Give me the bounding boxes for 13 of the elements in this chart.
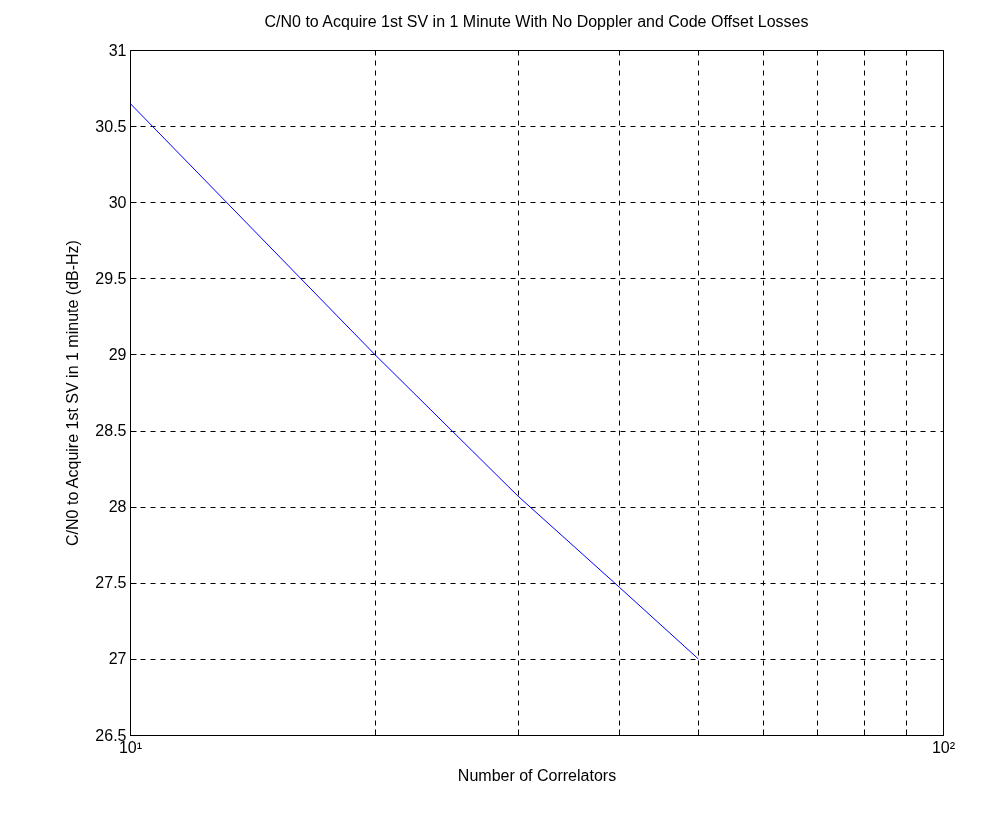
y-tick-label: 29 [108,345,127,363]
y-tick-label: 30 [108,193,127,211]
y-tick-label: 30.5 [95,117,127,135]
y-tick-label: 27.5 [95,574,127,592]
y-tick-label: 28 [108,498,127,516]
y-tick-label: 29.5 [95,269,127,287]
y-tick-label: 31 [108,41,127,59]
chart-title: C/N0 to Acquire 1st SV in 1 Minute With No Doppler and Code Offset Losses [264,13,809,30]
y-tick-label: 27 [108,650,127,668]
x-axis-title: Number of Correlators [457,766,617,784]
y-tick-label: 28.5 [95,422,127,440]
y-axis-title: C/N0 to Acquire 1st SV in 1 minute (dB-Hz) [64,240,82,546]
x-tick-label: 10² [931,738,956,756]
